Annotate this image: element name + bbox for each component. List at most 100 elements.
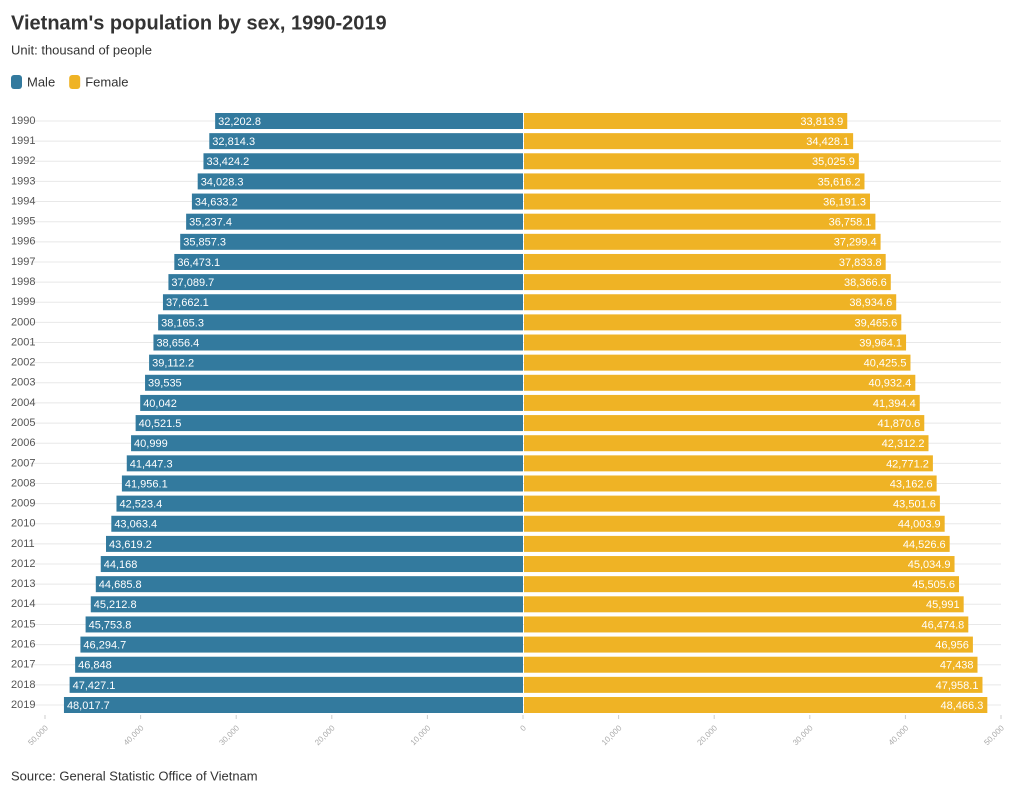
value-label: 34,028.3 [201,176,244,188]
bar [174,253,523,270]
y-tick-label: 2014 [11,598,35,610]
y-tick-label: 1999 [11,296,35,308]
value-label: 43,063.4 [114,519,157,531]
bar [145,374,523,391]
y-tick-label: 2002 [11,357,35,369]
value-label: 40,999 [134,438,168,450]
legend-swatch [69,75,81,89]
bar [158,314,524,331]
bar [180,233,523,250]
bar [186,213,523,230]
value-label: 41,870.6 [877,418,920,430]
value-label: 37,833.8 [839,257,882,269]
x-tick-label: 0 [518,723,528,733]
bar [149,354,523,371]
chart-title: Vietnam's population by sex, 1990-2019 [11,12,387,34]
bar [524,616,969,633]
value-label: 47,958.1 [936,680,979,692]
y-tick-label: 2012 [11,558,35,570]
value-label: 43,501.6 [893,499,936,511]
y-tick-label: 1995 [11,216,35,228]
value-label: 40,521.5 [139,418,182,430]
bar [524,596,964,613]
y-tick-label: 2007 [11,457,35,469]
x-tick-label: 50,000 [982,723,1006,747]
value-label: 34,428.1 [806,136,849,148]
y-tick-label: 2000 [11,316,35,328]
bar [90,596,524,613]
bar [524,253,886,270]
value-label: 33,424.2 [206,156,249,168]
bar [524,435,929,452]
y-tick-label: 1991 [11,135,35,147]
bar [524,173,865,190]
legend-swatch [11,75,22,89]
bar [106,535,523,552]
bar [85,616,523,633]
value-label: 46,474.8 [921,619,964,631]
bar [524,455,933,472]
bar [524,475,937,492]
bar [524,133,854,150]
bar [63,697,524,713]
legend-label: Male [27,74,55,89]
bar [215,113,523,129]
value-label: 39,465.6 [854,317,897,329]
bar [162,294,523,311]
bar [153,334,523,351]
value-label: 32,202.8 [218,116,261,128]
value-label: 35,616.2 [818,176,861,188]
bar [116,495,524,512]
bar [75,656,523,673]
y-tick-label: 2019 [11,699,35,711]
y-tick-label: 2011 [11,538,35,550]
bar [524,233,881,250]
value-label: 42,771.2 [886,458,929,470]
bar [95,576,524,593]
value-label: 38,366.6 [844,277,887,289]
bar [135,415,524,432]
value-label: 33,813.9 [800,116,843,128]
bar [524,556,955,573]
bar [80,636,523,653]
bar [524,334,907,351]
value-label: 35,237.4 [189,217,232,229]
source-note: Source: General Statistic Office of Viet… [11,768,258,783]
value-label: 36,473.1 [177,257,220,269]
y-tick-label: 2006 [11,437,35,449]
bar [524,354,911,371]
value-label: 43,619.2 [109,539,152,551]
x-tick-label: 40,000 [887,723,911,747]
y-tick-label: 2017 [11,659,35,671]
bar [197,173,523,190]
value-label: 37,662.1 [166,297,209,309]
bar [524,515,945,532]
y-tick-label: 2009 [11,498,35,510]
legend-label: Female [85,74,128,89]
y-tick-label: 2018 [11,679,35,691]
bar [140,394,523,411]
y-tick-label: 2005 [11,417,35,429]
bar [524,394,920,411]
value-label: 45,991 [926,599,960,611]
value-label: 40,932.4 [868,378,911,390]
bar [524,113,848,129]
value-label: 45,212.8 [94,599,137,611]
bar [100,556,524,573]
value-label: 39,535 [148,378,182,390]
value-label: 35,857.3 [183,237,226,249]
value-label: 44,685.8 [99,579,142,591]
bar [524,656,978,673]
value-label: 41,447.3 [130,458,173,470]
y-tick-label: 2004 [11,397,35,409]
value-label: 39,112.2 [152,358,194,370]
value-label: 46,294.7 [83,639,126,651]
value-label: 48,466.3 [941,700,984,712]
bar [69,676,523,693]
y-tick-label: 1997 [11,256,35,268]
value-label: 43,162.6 [890,478,933,490]
y-tick-label: 1993 [11,175,35,187]
y-tick-label: 1990 [11,115,35,127]
y-tick-label: 2003 [11,377,35,389]
